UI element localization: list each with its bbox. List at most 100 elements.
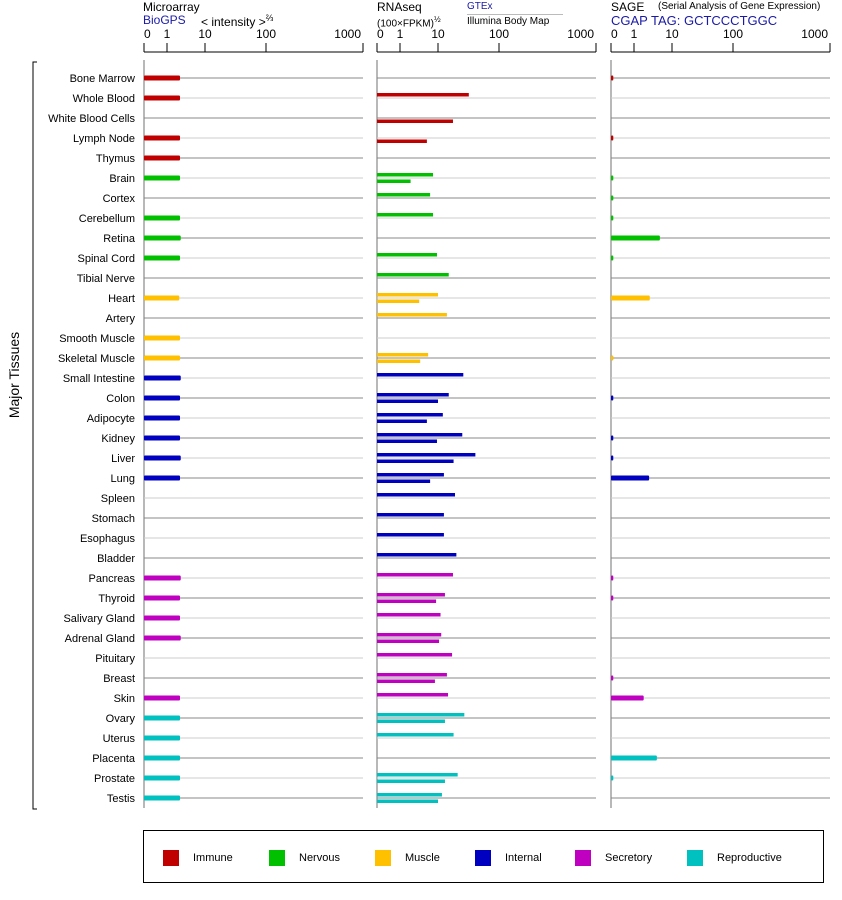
rnaseq-illumina-bar: [377, 439, 437, 443]
tissue-label: Testis: [107, 793, 136, 805]
legend-item-internal: Internal: [475, 850, 542, 866]
microarray-bar: [144, 455, 181, 461]
microarray-bar: [144, 715, 181, 721]
microarray-tick-label: 0: [144, 27, 151, 41]
sage-bar: [611, 235, 660, 241]
legend-item-muscle: Muscle: [375, 850, 440, 866]
sage-bar: [611, 475, 650, 481]
microarray-bar: [144, 335, 181, 341]
tissue-label: Ovary: [106, 713, 136, 725]
sage-bar: [611, 355, 614, 361]
source-divider: [467, 14, 563, 15]
rnaseq-gtex-bar: [377, 93, 469, 97]
rnaseq-illumina-bar: [377, 179, 411, 183]
tissue-label: Prostate: [94, 773, 135, 785]
tissue-label: Adipocyte: [87, 413, 135, 425]
tissue-label: Pancreas: [89, 573, 136, 585]
tissue-label: Kidney: [101, 433, 135, 445]
legend-label: Nervous: [299, 852, 340, 864]
sage-bar: [611, 595, 614, 601]
rnaseq-gtex-bar: [377, 573, 453, 577]
tissue-label: Artery: [106, 313, 136, 325]
sage-bar: [611, 395, 614, 401]
tissue-label: Esophagus: [80, 533, 136, 545]
rnaseq-scale-exponent: ½: [433, 15, 441, 24]
microarray-bar: [144, 775, 181, 781]
legend-label: Reproductive: [717, 852, 782, 864]
microarray-bar: [144, 575, 181, 581]
microarray-scale-text: < intensity >: [201, 15, 266, 29]
rnaseq-tick-label: 10: [431, 27, 445, 41]
rnaseq-gtex-bar: [377, 613, 441, 617]
microarray-tick-label: 1: [164, 27, 171, 41]
rnaseq-illumina-bar: [377, 459, 454, 463]
legend-label: Secretory: [605, 852, 653, 864]
tissue-label: Cerebellum: [79, 213, 135, 225]
rnaseq-gtex-bar: [377, 493, 456, 497]
sage-bar: [611, 455, 614, 461]
microarray-bar: [144, 795, 181, 801]
rnaseq-gtex-bar: [377, 353, 429, 357]
rnaseq-tick-label: 1000: [567, 27, 594, 41]
tissue-label: Bone Marrow: [70, 73, 135, 85]
tissue-group-bracket: [32, 61, 37, 810]
tissue-label: Smooth Muscle: [59, 333, 135, 345]
rnaseq-gtex-bar: [377, 293, 438, 297]
rnaseq-illumina-bar: [377, 679, 435, 683]
sage-bar: [611, 775, 614, 781]
legend-swatch: [375, 850, 391, 866]
microarray-bar: [144, 215, 181, 221]
legend-item-nervous: Nervous: [269, 850, 340, 866]
rnaseq-gtex-bar: [377, 373, 464, 377]
tissue-label: White Blood Cells: [48, 113, 135, 125]
microarray-title: Microarray: [143, 0, 200, 14]
rnaseq-illumina-bar: [377, 639, 440, 643]
microarray-tick-label: 10: [198, 27, 212, 41]
biogps-link[interactable]: BioGPS: [143, 13, 186, 27]
microarray-bar: [144, 135, 181, 141]
rnaseq-gtex-bar: [377, 193, 431, 197]
microarray-bar: [144, 755, 181, 761]
legend-item-immune: Immune: [163, 850, 233, 866]
rnaseq-gtex-bar: [377, 633, 442, 637]
tissue-label: Placenta: [92, 753, 136, 765]
rnaseq-title: RNAseq: [377, 0, 422, 14]
tissue-label: Small Intestine: [63, 373, 135, 385]
microarray-tick-label: 1000: [334, 27, 361, 41]
legend-swatch: [575, 850, 591, 866]
tissue-label: Spinal Cord: [78, 253, 135, 265]
rnaseq-scale-label: (100×FPKM)½: [377, 15, 441, 29]
rnaseq-gtex-bar: [377, 533, 444, 537]
microarray-bar: [144, 635, 181, 641]
cgap-tag-link[interactable]: CGAP TAG: GCTCCCTGGC: [611, 13, 778, 28]
rnaseq-illumina-bar: [377, 139, 427, 143]
tissue-label: Colon: [106, 393, 135, 405]
rnaseq-gtex-bar: [377, 433, 463, 437]
rnaseq-gtex-bar: [377, 553, 457, 557]
legend-swatch: [687, 850, 703, 866]
sage-bar: [611, 75, 614, 81]
microarray-bar: [144, 395, 181, 401]
rnaseq-illumina-bar: [377, 119, 453, 123]
tissue-label: Liver: [111, 453, 135, 465]
rnaseq-gtex-bar: [377, 593, 445, 597]
tissue-label: Breast: [103, 673, 135, 685]
tissue-label: Salivary Gland: [63, 613, 135, 625]
tissue-label: Retina: [103, 233, 136, 245]
gtex-link[interactable]: GTEx: [467, 1, 493, 12]
microarray-bar: [144, 415, 181, 421]
tissue-label: Bladder: [97, 553, 135, 565]
legend: Immune Nervous Muscle Internal Secretory Repr…: [143, 830, 824, 883]
sage-bar: [611, 675, 614, 681]
sage-tick-label: 100: [723, 27, 743, 41]
microarray-scale-label: < intensity >⅔: [201, 13, 273, 29]
sage-bar: [611, 435, 614, 441]
microarray-bar: [144, 95, 181, 101]
tissue-label: Heart: [108, 293, 135, 305]
tissue-label: Cortex: [103, 193, 136, 205]
legend-label: Immune: [193, 852, 233, 864]
illumina-label: Illumina Body Map: [467, 16, 550, 27]
microarray-bar: [144, 155, 181, 161]
rnaseq-gtex-bar: [377, 473, 444, 477]
